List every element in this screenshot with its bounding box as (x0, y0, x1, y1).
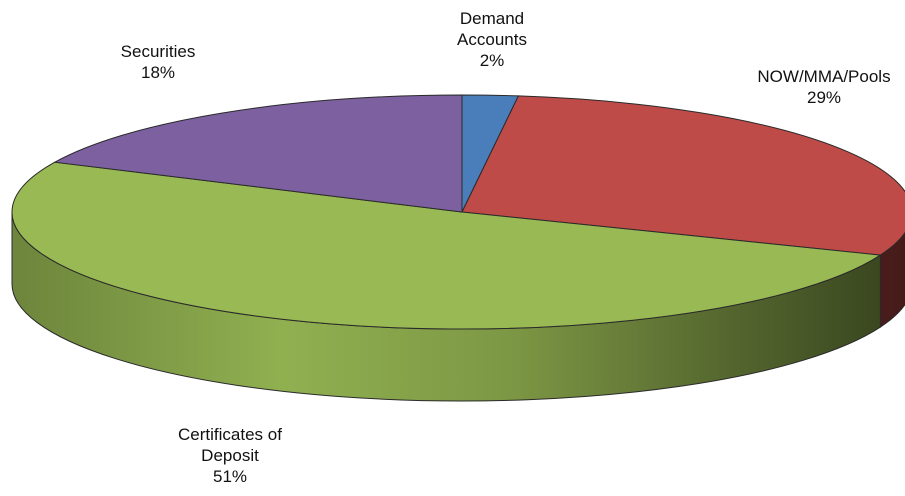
pie-slice-certificates-of-deposit (11, 161, 882, 330)
pie-value-label: 29% (807, 88, 841, 107)
pie-value-label: 2% (480, 51, 505, 70)
pie-value-label: 51% (213, 467, 247, 486)
pie-labels: Demand Accounts 2% NOW/MMA/Pools 29% Certific… (121, 9, 891, 486)
pie-top-faces (11, 94, 905, 330)
pie-label-certificates-of-deposit: Certificates of Deposit 51% (178, 425, 282, 486)
pie-label-demand-accounts: Demand Accounts 2% (457, 9, 527, 70)
pie-category-label: Demand (460, 9, 524, 28)
pie-sides (11, 211, 905, 402)
pie-label-now-mma-pools: NOW/MMA/Pools 29% (757, 67, 890, 107)
pie-category-label: Deposit (201, 446, 259, 465)
pie-value-label: 18% (141, 63, 175, 82)
pie-category-label: NOW/MMA/Pools (757, 67, 890, 86)
pie-slice-securities (53, 94, 463, 213)
pie-slice-now-mma-pools (461, 95, 905, 256)
pie-category-label: Securities (121, 42, 196, 61)
pie-category-label: Accounts (457, 30, 527, 49)
pie-category-label: Certificates of (178, 425, 282, 444)
pie-label-securities: Securities 18% (121, 42, 196, 82)
